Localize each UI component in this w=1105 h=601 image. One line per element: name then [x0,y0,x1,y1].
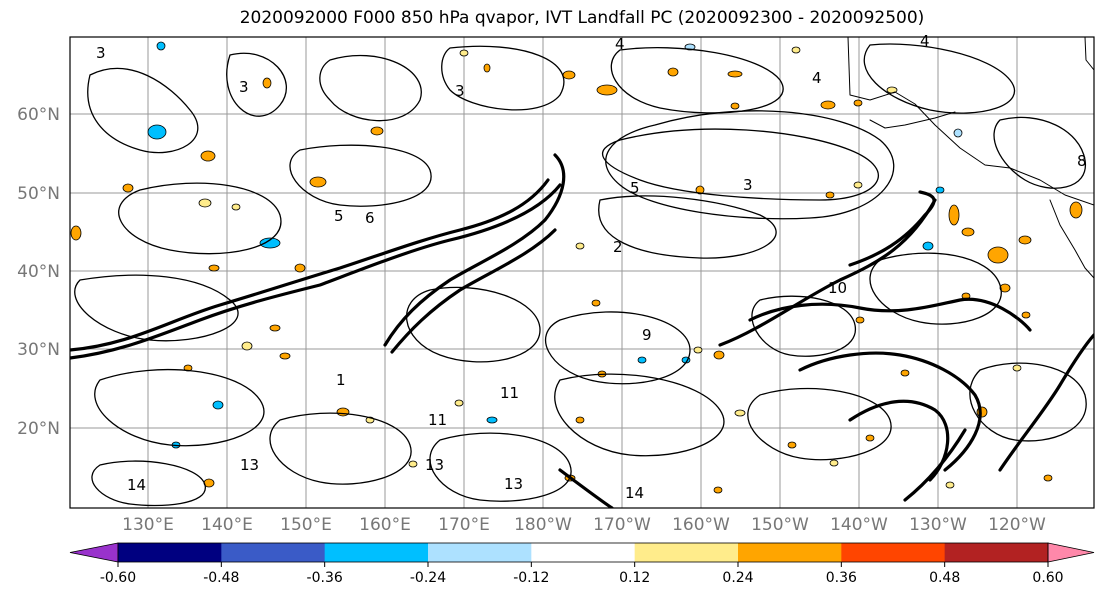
colorbar-tick-label: -0.48 [203,570,239,586]
colorbar-extend-high [1047,542,1095,563]
colorbar-tick-label: 0.36 [826,570,857,586]
contour-label: 1 [336,371,346,389]
lat-tick-label: 60°N [17,105,60,125]
qvapor-shading [70,41,1083,494]
lat-tick-label: 50°N [17,184,60,204]
contour-label: 13 [504,475,523,493]
lon-tick-label: 140°W [830,515,888,535]
colorbar: -0.60 -0.48 -0.36 -0.24 -0.12 0.12 0.24 0.36 0.4… [69,542,1095,586]
colorbar-tick-label: -0.36 [307,570,343,586]
contour-label: 14 [625,484,644,502]
lon-tick-label: 150°W [751,515,809,535]
colorbar-segment [738,543,842,562]
colorbar-segment [841,543,946,562]
contour-label: 10 [828,279,847,297]
lon-tick-label: 170°E [438,515,490,535]
contour-label: 4 [920,32,930,50]
lat-tick-label: 20°N [17,419,60,439]
longitude-labels: 130°E 140°E 150°E 160°E 170°E 180°W 170°… [122,515,1046,535]
lon-tick-label: 140°E [201,515,253,535]
contour-label: 2 [613,238,623,256]
colorbar-segment [221,543,326,562]
lon-tick-label: 180°W [514,515,572,535]
contour-label: 4 [615,35,625,53]
latitude-labels: 60°N 50°N 40°N 30°N 20°N [17,105,60,439]
colorbar-tick-label: -0.24 [410,570,446,586]
map-title: 2020092000 F000 850 hPa qvapor, IVT Land… [239,8,925,28]
lon-tick-label: 120°W [988,515,1046,535]
contour-label: 4 [812,69,822,87]
contour-label: 3 [455,82,465,100]
contour-label: 3 [743,176,753,194]
lon-tick-label: 160°W [672,515,730,535]
colorbar-tick-label: 0.60 [1032,570,1063,586]
contour-label: 6 [365,209,375,227]
colorbar-frame [117,542,1049,563]
colorbar-tick-label: 0.12 [619,570,650,586]
contour-label: 3 [96,44,106,62]
contour-label: 3 [239,78,249,96]
plot-area [70,37,1094,508]
qvapor-contours [74,43,1087,507]
lon-tick-label: 130°W [909,515,967,535]
lon-tick-label: 130°E [122,515,174,535]
colorbar-tick-label: -0.60 [100,570,136,586]
colorbar-segment [634,543,739,562]
lon-tick-label: 170°W [593,515,651,535]
contour-label: 11 [428,411,447,429]
contour-label: 14 [127,476,146,494]
contour-label: 11 [500,384,519,402]
colorbar-segment [944,543,1049,562]
lon-tick-label: 160°E [359,515,411,535]
colorbar-extend-low [69,542,119,563]
colorbar-segment [324,543,429,562]
colorbar-segment [118,543,222,562]
contour-label: 5 [630,179,640,197]
contour-label: 9 [642,326,652,344]
graticule [70,37,1094,508]
colorbar-tick-label: -0.12 [513,570,549,586]
plot-frame [69,36,1095,509]
contour-label: 13 [240,456,259,474]
contour-label: 13 [425,456,444,474]
lon-tick-label: 150°E [280,515,332,535]
coastlines [847,37,1094,279]
contour-label: 8 [1077,152,1087,170]
lat-tick-label: 30°N [17,340,60,360]
ivt-contours [70,153,1094,508]
colorbar-tick-label: 0.48 [929,570,960,586]
colorbar-segment [531,543,636,562]
colorbar-segment [428,543,532,562]
contour-label: 5 [334,207,344,225]
lat-tick-label: 40°N [17,262,60,282]
contour-labels: 3 3 4 4 3 5 6 5 2 3 9 10 1 11 11 13 13 1… [96,32,1087,502]
colorbar-tick-label: 0.24 [722,570,753,586]
